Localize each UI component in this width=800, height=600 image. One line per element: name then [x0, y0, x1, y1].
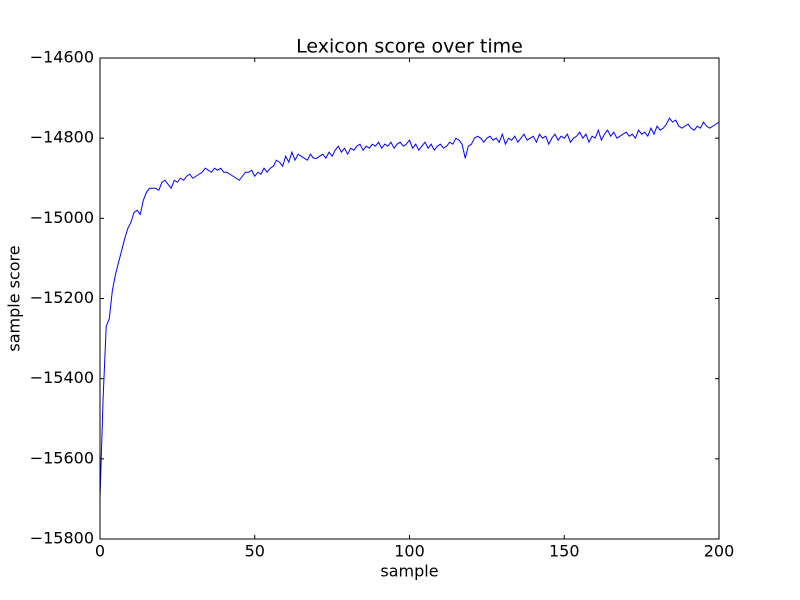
y-tick-label: −14600: [30, 48, 94, 67]
x-tick-label: 150: [549, 542, 580, 561]
plot-frame: [99, 57, 720, 540]
y-tick-label: −15200: [30, 288, 94, 307]
y-tick-label: −15000: [30, 208, 94, 227]
y-tick-label: −14800: [30, 128, 94, 147]
x-tick-label: 200: [704, 542, 735, 561]
x-axis-label: sample: [380, 562, 438, 581]
y-tick-label: −15400: [30, 368, 94, 387]
y-tick-label: −15600: [30, 448, 94, 467]
y-tick-label: −15800: [30, 529, 94, 548]
y-axis-label: sample score: [5, 245, 24, 351]
data-line: [99, 117, 720, 499]
chart-title: Lexicon score over time: [296, 36, 523, 58]
x-tick-label: 50: [245, 542, 265, 561]
x-tick-label: 0: [95, 542, 105, 561]
x-tick-label: 100: [394, 542, 425, 561]
